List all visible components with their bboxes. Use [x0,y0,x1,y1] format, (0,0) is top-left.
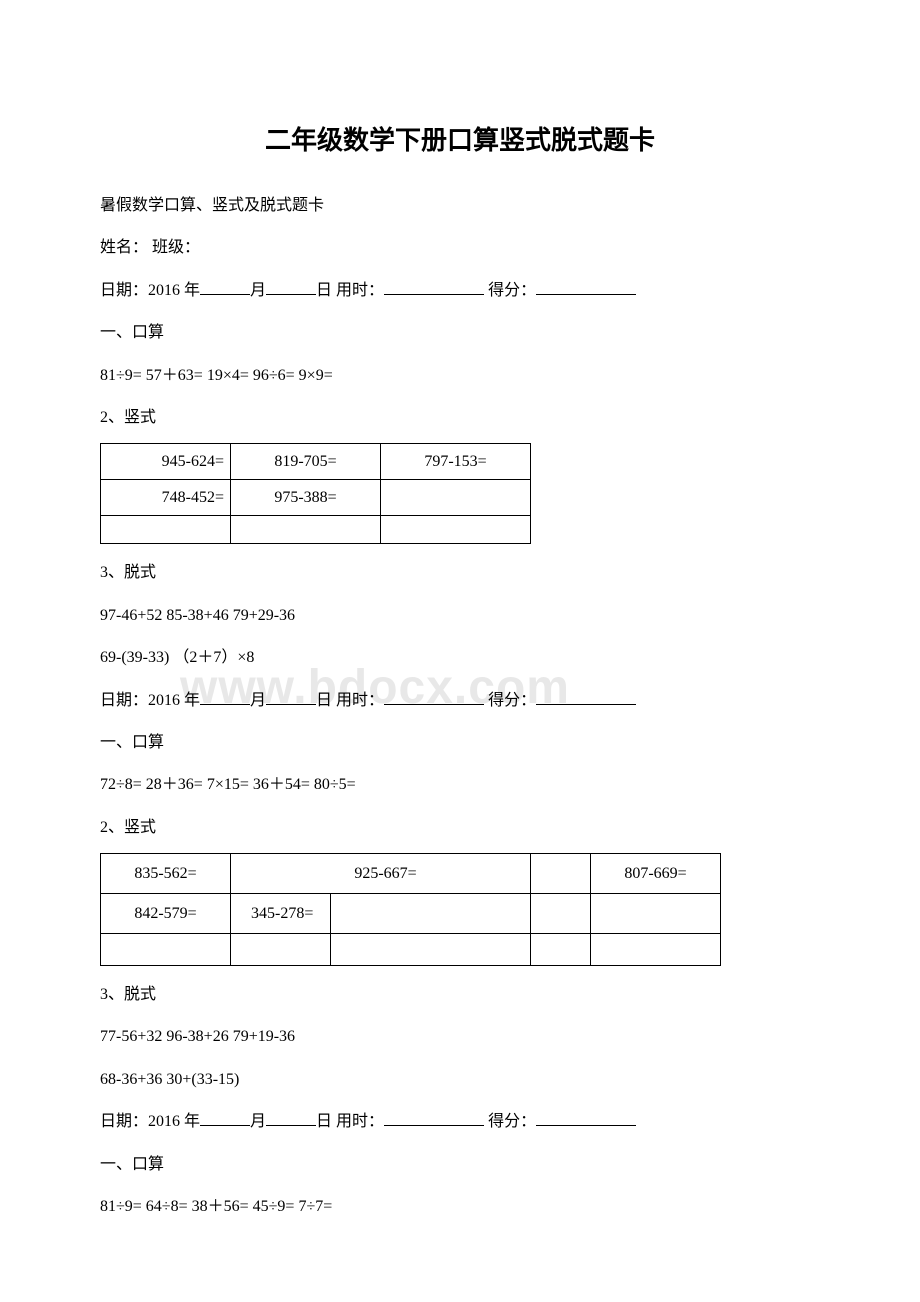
day-blank [266,279,316,295]
table-cell [231,934,331,966]
month-blank [200,1110,250,1126]
section2-header-1: 2、竖式 [100,399,820,437]
table-row [101,516,531,544]
section1-header-2: 一、口算 [100,724,820,762]
day-label: 日 [316,282,332,299]
time-label: 用时： [332,692,384,709]
table-row: 842-579= 345-278= [101,894,721,934]
table-cell: 945-624= [101,444,231,480]
tuoshi-1-2: 69-(39-33) （2＋7）×8 [100,639,820,677]
time-blank [384,279,484,295]
tuoshi-2-2: 68-36+36 30+(33-15) [100,1061,820,1099]
section1-header-1: 一、口算 [100,314,820,352]
table-cell: 925-667= [231,854,531,894]
tuoshi-2-1: 77-56+32 96-38+26 79+19-36 [100,1018,820,1056]
table-cell: 797-153= [381,444,531,480]
kousuan-2: 72÷8= 28＋36= 7×15= 36＋54= 80÷5= [100,766,820,804]
table-cell: 975-388= [231,480,381,516]
table-cell [331,894,531,934]
name-label: 姓名： [100,239,148,256]
table-cell [331,934,531,966]
month-label: 月 [250,282,266,299]
table-2: 835-562= 925-667= 807-669= 842-579= 345-… [100,853,721,966]
time-label: 用时： [332,282,384,299]
table-cell [531,894,591,934]
date-line-1: 日期：2016 年 月 日 用时： 得分： [100,272,820,310]
table-cell: 345-278= [231,894,331,934]
score-label: 得分： [484,1113,536,1130]
name-class-line: 姓名： 班级： [100,229,820,267]
kousuan-1: 81÷9= 57＋63= 19×4= 96÷6= 9×9= [100,357,820,395]
table-cell [101,516,231,544]
section3-header-1: 3、脱式 [100,554,820,592]
kousuan-3: 81÷9= 64÷8= 38＋56= 45÷9= 7÷7= [100,1188,820,1226]
score-blank [536,279,636,295]
page-title: 二年级数学下册口算竖式脱式题卡 [100,120,820,157]
table-row: 835-562= 925-667= 807-669= [101,854,721,894]
day-label: 日 [316,1113,332,1130]
table-row: 945-624= 819-705= 797-153= [101,444,531,480]
table-cell [381,480,531,516]
table-row: 748-452= 975-388= [101,480,531,516]
table-cell [591,934,721,966]
table-cell [531,934,591,966]
month-blank [200,689,250,705]
table-cell: 842-579= [101,894,231,934]
day-label: 日 [316,692,332,709]
section1-header-3: 一、口算 [100,1146,820,1184]
table-cell: 748-452= [101,480,231,516]
time-label: 用时： [332,1113,384,1130]
table-cell: 807-669= [591,854,721,894]
date-prefix: 日期：2016 年 [100,692,200,709]
day-blank [266,689,316,705]
table-cell [231,516,381,544]
date-line-2: 日期：2016 年 月 日 用时： 得分： [100,682,820,720]
time-blank [384,1110,484,1126]
table-cell [591,894,721,934]
month-label: 月 [250,692,266,709]
subtitle: 暑假数学口算、竖式及脱式题卡 [100,187,820,225]
table-cell: 835-562= [101,854,231,894]
time-blank [384,689,484,705]
score-label: 得分： [484,282,536,299]
table-cell [381,516,531,544]
table-1: 945-624= 819-705= 797-153= 748-452= 975-… [100,443,531,544]
score-blank [536,1110,636,1126]
day-blank [266,1110,316,1126]
score-blank [536,689,636,705]
table-cell [101,934,231,966]
month-blank [200,279,250,295]
table-cell: 819-705= [231,444,381,480]
section2-header-2: 2、竖式 [100,809,820,847]
score-label: 得分： [484,692,536,709]
table-row [101,934,721,966]
month-label: 月 [250,1113,266,1130]
document-content: 二年级数学下册口算竖式脱式题卡 暑假数学口算、竖式及脱式题卡 姓名： 班级： 日… [100,120,820,1226]
tuoshi-1-1: 97-46+52 85-38+46 79+29-36 [100,597,820,635]
date-line-3: 日期：2016 年 月 日 用时： 得分： [100,1103,820,1141]
date-prefix: 日期：2016 年 [100,1113,200,1130]
table-cell [531,854,591,894]
class-label: 班级： [148,239,200,256]
date-prefix: 日期：2016 年 [100,282,200,299]
section3-header-2: 3、脱式 [100,976,820,1014]
